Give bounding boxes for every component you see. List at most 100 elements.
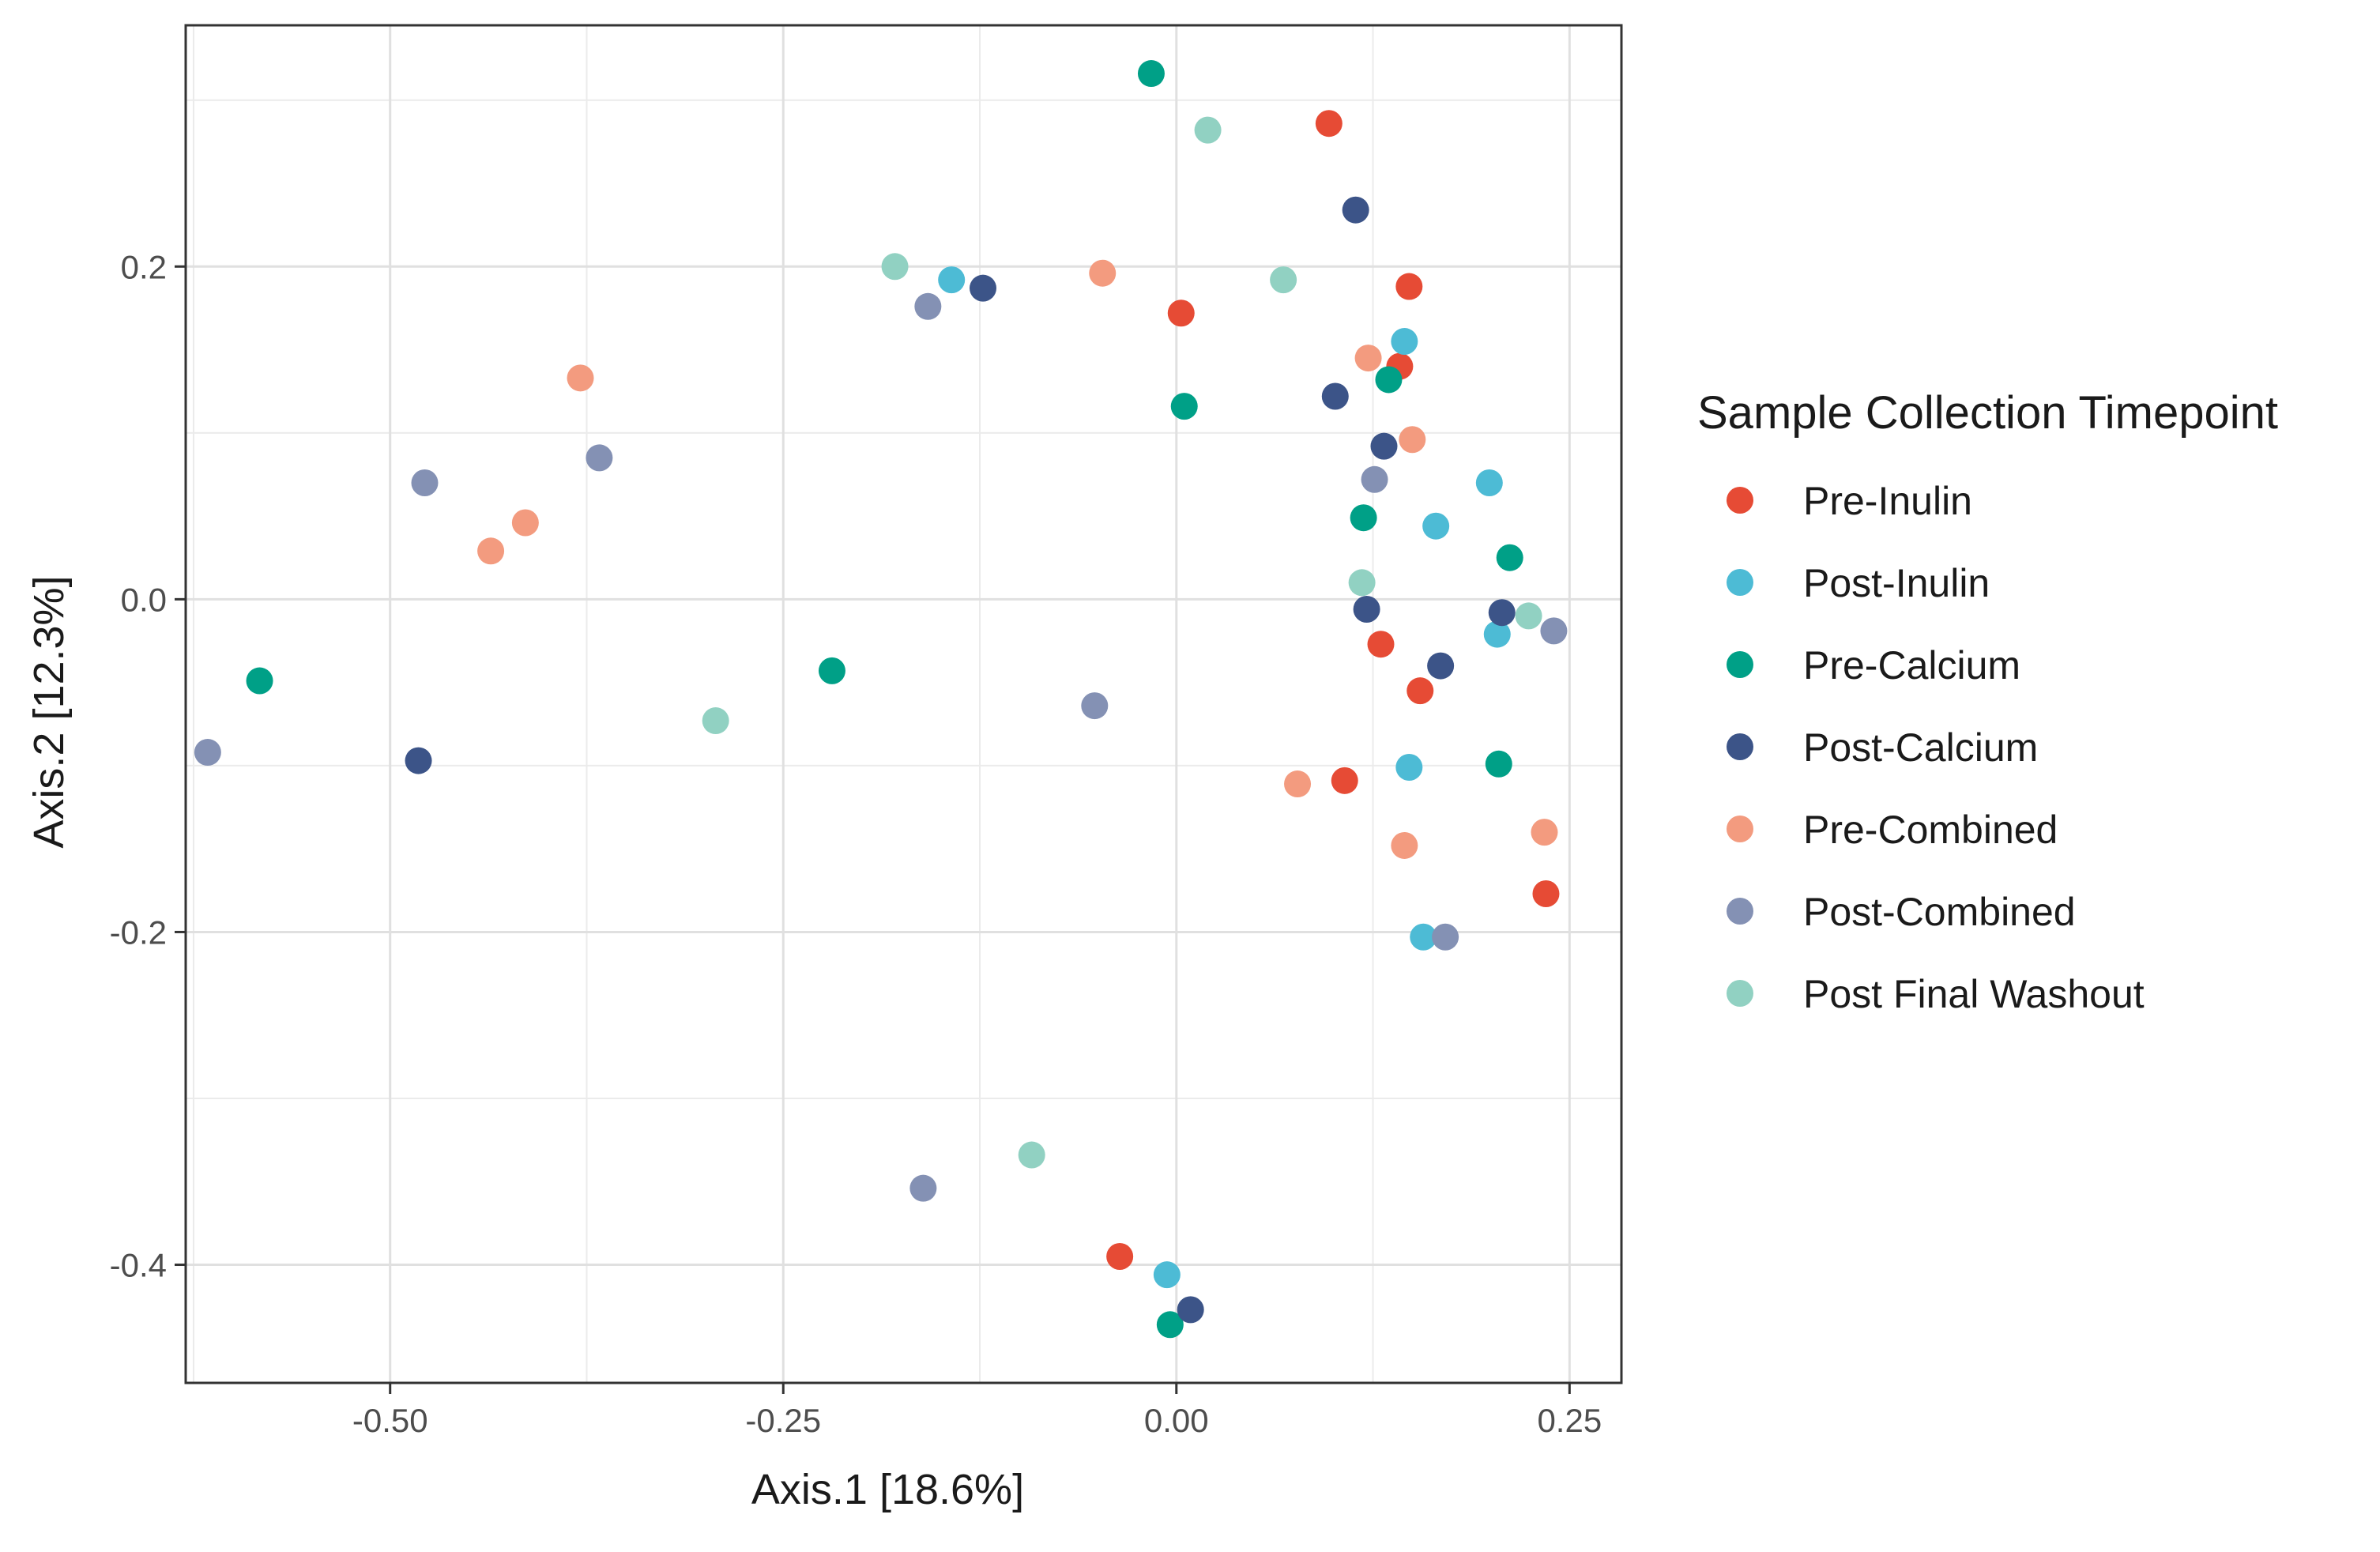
point-post-inulin — [938, 266, 966, 294]
legend-item-post-calcium: Post-Calcium — [1727, 725, 2038, 770]
point-post-combined — [1361, 465, 1388, 493]
point-pre-calcium — [1137, 60, 1165, 88]
point-post-combined — [1081, 692, 1109, 720]
point-post-combined — [411, 469, 439, 496]
point-pre-calcium — [818, 657, 845, 684]
point-pre-calcium — [1375, 366, 1403, 394]
point-pre-inulin — [1106, 1242, 1134, 1270]
point-pre-combined — [567, 364, 594, 392]
point-post-combined — [914, 292, 942, 320]
x-tick-label: -0.50 — [352, 1402, 428, 1439]
y-tick-label: 0.0 — [121, 581, 167, 618]
point-post-inulin — [1153, 1261, 1181, 1289]
point-pre-inulin — [1315, 110, 1343, 137]
legend-key-post-inulin — [1727, 569, 1753, 596]
panel-border — [184, 24, 1623, 1384]
point-pre-combined — [1399, 426, 1426, 454]
point-post-calcium — [1427, 652, 1455, 680]
legend: Sample Collection Timepoint Pre-Inulin Po… — [1697, 387, 2278, 1016]
panel-background — [186, 25, 1621, 1383]
point-post-final-washout — [1270, 266, 1297, 294]
point-pre-combined — [1391, 831, 1418, 859]
point-post-combined — [586, 444, 613, 472]
point-pre-calcium — [1170, 393, 1198, 420]
point-pre-calcium — [1350, 504, 1377, 532]
axes: -0.50 -0.25 0.00 0.25 -0.4 -0.2 0.0 0.2 — [110, 248, 1602, 1439]
legend-item-post-final-washout: Post Final Washout — [1727, 972, 2145, 1016]
point-pre-inulin — [1331, 767, 1358, 794]
point-pre-inulin — [1532, 880, 1560, 908]
y-tick-label: 0.2 — [121, 248, 167, 285]
point-pre-calcium — [1156, 1311, 1184, 1339]
x-tick-label: 0.25 — [1537, 1402, 1602, 1439]
x-axis-title: Axis.1 [18.6%] — [751, 1466, 1024, 1513]
legend-items: Pre-Inulin Post-Inulin Pre-Calcium Post-Cal… — [1727, 479, 2145, 1016]
point-pre-combined — [477, 537, 505, 565]
point-post-inulin — [1391, 328, 1418, 356]
legend-key-post-final-washout — [1727, 980, 1753, 1007]
legend-key-post-combined — [1727, 898, 1753, 925]
point-pre-calcium — [246, 667, 273, 695]
point-pre-combined — [1354, 345, 1382, 372]
legend-label-pre-combined: Pre-Combined — [1803, 808, 2058, 852]
point-post-combined — [909, 1174, 937, 1202]
legend-key-pre-inulin — [1727, 487, 1753, 514]
point-pre-inulin — [1395, 273, 1423, 300]
point-post-inulin — [1422, 512, 1450, 540]
point-post-calcium — [405, 747, 432, 774]
legend-key-post-calcium — [1727, 733, 1753, 760]
legend-label-post-final-washout: Post Final Washout — [1803, 972, 2145, 1016]
point-pre-combined — [1531, 819, 1558, 846]
point-pre-combined — [511, 509, 539, 537]
point-post-combined — [1432, 923, 1459, 951]
point-pre-calcium — [1485, 750, 1512, 778]
plot-panel — [186, 25, 1621, 1383]
data-points — [194, 60, 1568, 1339]
point-post-calcium — [1342, 196, 1369, 224]
point-pre-combined — [1284, 770, 1312, 798]
point-post-calcium — [1321, 382, 1349, 410]
legend-item-post-inulin: Post-Inulin — [1727, 561, 1990, 605]
point-post-inulin — [1475, 469, 1503, 496]
point-post-final-washout — [1515, 602, 1542, 630]
legend-label-post-combined: Post-Combined — [1803, 890, 2076, 934]
point-post-inulin — [1483, 620, 1511, 648]
legend-key-pre-calcium — [1727, 651, 1753, 678]
point-post-final-washout — [1018, 1141, 1045, 1169]
point-post-final-washout — [702, 707, 729, 735]
y-tick-label: -0.2 — [110, 913, 167, 951]
y-axis-title: Axis.2 [12.3%] — [25, 575, 73, 848]
point-post-inulin — [1410, 923, 1437, 951]
x-tick-label: 0.00 — [1144, 1402, 1209, 1439]
point-pre-combined — [1089, 259, 1117, 287]
y-tick-label: -0.4 — [110, 1247, 167, 1284]
point-post-final-washout — [881, 253, 909, 281]
point-pre-inulin — [1407, 677, 1434, 705]
point-post-combined — [1540, 617, 1568, 645]
legend-item-pre-inulin: Pre-Inulin — [1727, 479, 1972, 523]
point-post-calcium — [1488, 599, 1516, 627]
point-post-calcium — [1370, 432, 1398, 460]
point-pre-inulin — [1167, 299, 1195, 327]
x-tick-label: -0.25 — [745, 1402, 821, 1439]
legend-label-post-inulin: Post-Inulin — [1803, 561, 1990, 605]
point-pre-inulin — [1367, 631, 1395, 658]
grid-lines — [186, 25, 1621, 1383]
legend-item-post-combined: Post-Combined — [1727, 890, 2076, 934]
legend-item-pre-calcium: Pre-Calcium — [1727, 643, 2020, 687]
point-post-calcium — [970, 274, 997, 302]
point-post-calcium — [1177, 1296, 1204, 1324]
legend-key-pre-combined — [1727, 816, 1753, 842]
legend-title: Sample Collection Timepoint — [1697, 387, 2278, 439]
legend-label-pre-calcium: Pre-Calcium — [1803, 643, 2020, 687]
legend-label-pre-inulin: Pre-Inulin — [1803, 479, 1972, 523]
legend-label-post-calcium: Post-Calcium — [1803, 725, 2038, 770]
point-post-final-washout — [1348, 569, 1376, 597]
point-pre-calcium — [1496, 544, 1523, 571]
point-post-combined — [194, 739, 221, 767]
point-post-final-washout — [1194, 116, 1222, 144]
point-post-inulin — [1395, 754, 1423, 782]
legend-item-pre-combined: Pre-Combined — [1727, 808, 2058, 852]
point-post-calcium — [1353, 595, 1380, 623]
